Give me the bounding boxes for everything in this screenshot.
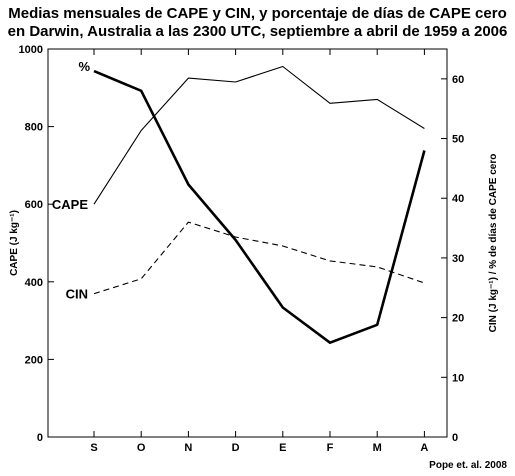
y2-tick-label: 60: [452, 74, 464, 86]
x-tick-label: F: [327, 442, 334, 454]
series-line-CIN: [93, 221, 425, 295]
x-tick-label: E: [279, 442, 286, 454]
series-line-CAPE: [93, 65, 425, 205]
y2-tick-label: 50: [452, 134, 464, 146]
plot-frame: [47, 48, 448, 438]
y-tick-label: 600: [25, 199, 43, 211]
y-tick-label: 1000: [19, 44, 43, 56]
y2-tick-label: 20: [452, 313, 464, 325]
series-label-cape: CAPE: [52, 197, 88, 212]
y2-tick-label: 10: [452, 372, 464, 384]
x-tick-label: N: [184, 442, 192, 454]
x-tick-label: S: [90, 442, 97, 454]
x-tick-label: A: [420, 442, 428, 454]
y2-tick-label: 30: [452, 253, 464, 265]
y-tick-label: 800: [25, 122, 43, 134]
series-line-: [93, 69, 426, 345]
chart-subtitle: en Darwin, Australia a las 2300 UTC, sep…: [7, 23, 508, 40]
series-label-cin: CIN: [66, 287, 88, 302]
source-credit: Pope et. al. 2008: [429, 460, 507, 471]
y2-axis-title: CIN (J kg⁻¹) / % de días de CAPE cero: [488, 154, 499, 333]
y-tick-label: 200: [25, 354, 43, 366]
y-tick-label: 0: [37, 432, 43, 444]
x-tick-label: M: [373, 442, 382, 454]
series-label-percent: %: [78, 59, 90, 74]
y2-tick-label: 40: [452, 193, 464, 205]
y-axis-title: CAPE (J kg⁻¹): [9, 210, 20, 276]
x-tick-label: O: [137, 442, 146, 454]
y2-tick-label: 0: [452, 432, 458, 444]
x-tick-label: D: [232, 442, 240, 454]
y-tick-label: 400: [25, 277, 43, 289]
chart-title: Medias mensuales de CAPE y CIN, y porcen…: [8, 5, 507, 22]
